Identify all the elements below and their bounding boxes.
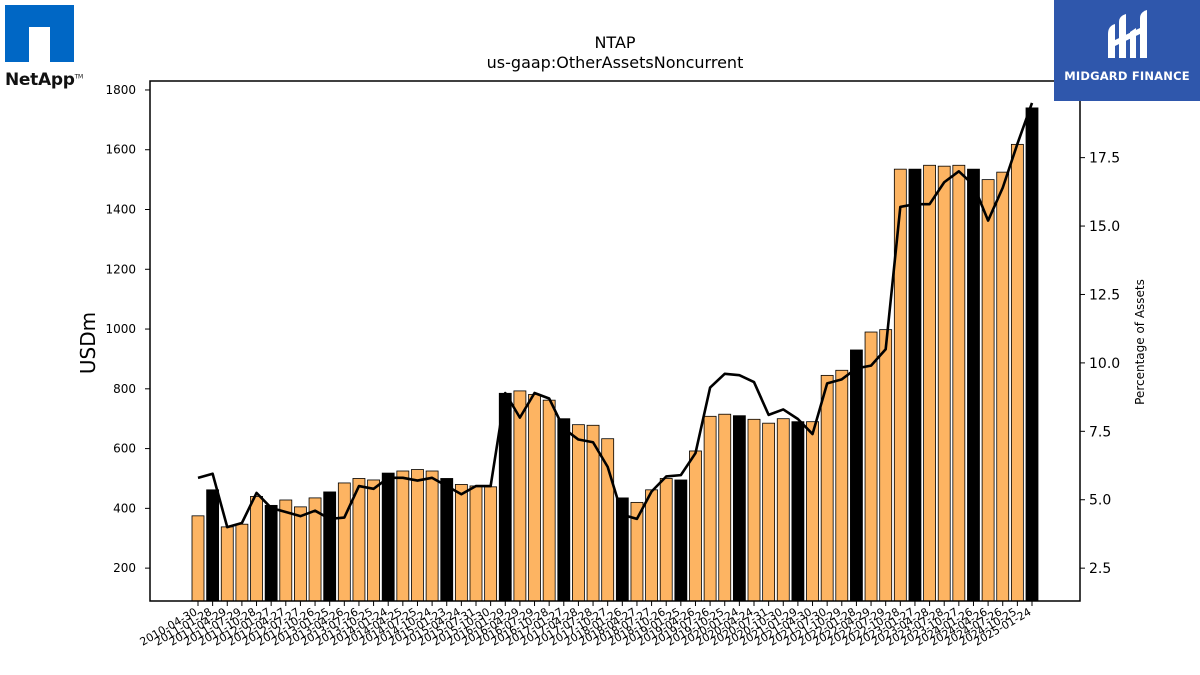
y-tick-label: 1000: [105, 322, 136, 336]
bar-1: [206, 489, 220, 602]
bar-25: [557, 418, 571, 602]
bar-24: [542, 399, 556, 602]
y-axis-ticks: 200 400 600 800 1000 1200 1400 1600 1800: [105, 83, 150, 575]
y-tick-label: 1200: [105, 262, 136, 276]
bar-47: [879, 329, 893, 602]
bar-37: [732, 415, 746, 602]
bar-55: [996, 171, 1010, 602]
chart-title: NTAP: [594, 33, 635, 52]
bar-45: [850, 349, 863, 602]
bar-39: [762, 422, 776, 602]
bar-41: [791, 421, 805, 602]
bar-54: [981, 179, 995, 602]
bar-16: [425, 470, 439, 602]
bar-17: [440, 478, 454, 602]
y2-axis-label: Percentage of Assets: [1133, 279, 1147, 405]
y2-tick-label: 15.0: [1089, 219, 1120, 235]
y2-tick-label: 12.5: [1089, 287, 1120, 303]
y-tick-label: 1600: [105, 143, 136, 157]
netapp-logo-icon: [5, 5, 74, 62]
bar-13: [381, 472, 395, 602]
y-axis-label: USDm: [76, 312, 100, 374]
bar-49: [908, 168, 922, 602]
chart-subtitle: us-gaap:OtherAssetsNoncurrent: [487, 53, 744, 72]
pct-assets-polyline: [197, 102, 1034, 529]
bar-50: [923, 164, 936, 602]
y2-tick-label: 7.5: [1089, 424, 1111, 440]
bar-34: [689, 450, 702, 602]
bar-43: [820, 374, 834, 602]
pct-assets-line: [197, 102, 1034, 529]
bar-10: [337, 482, 351, 602]
bar-48: [893, 168, 907, 602]
y2-tick-label: 5.0: [1089, 493, 1111, 509]
y2-tick-label: 17.5: [1089, 151, 1120, 167]
bar-14: [396, 470, 410, 602]
y2-axis-ticks: 2.5 5.0 7.5 10.0 12.5 15.0 17.5: [1080, 151, 1120, 577]
y2-tick-label: 10.0: [1089, 356, 1120, 372]
bar-26: [572, 424, 585, 602]
bar-35: [703, 415, 717, 602]
bar-42: [806, 421, 819, 602]
bar-53: [967, 168, 980, 602]
y-tick-label: 400: [113, 501, 136, 515]
bar-3: [235, 523, 249, 602]
bar-57: [1025, 107, 1039, 602]
bar-0: [191, 515, 205, 602]
netapp-wordmark: NetAppTM: [5, 70, 83, 90]
bar-7: [294, 506, 307, 602]
x-axis-ticks: 2010-04-302011-01-282011-04-292011-07-29…: [138, 601, 1034, 649]
plot-frame: [149, 80, 1081, 602]
bar-51: [937, 165, 951, 602]
bar-28: [601, 438, 615, 602]
bar-56: [1010, 143, 1024, 602]
bar-36: [718, 413, 732, 602]
bar-18: [454, 484, 468, 602]
bar-32: [659, 478, 673, 602]
bar-31: [645, 489, 658, 602]
bars: [191, 107, 1039, 602]
bar-23: [528, 394, 541, 602]
bar-44: [835, 369, 849, 602]
bar-52: [952, 164, 966, 602]
bar-2: [220, 526, 234, 602]
bar-5: [264, 504, 278, 602]
bar-33: [674, 479, 688, 602]
y-tick-label: 1400: [105, 203, 136, 217]
y-tick-label: 200: [113, 561, 136, 575]
bar-4: [250, 495, 263, 602]
bar-6: [279, 499, 293, 602]
bar-22: [513, 390, 527, 602]
bar-12: [367, 479, 380, 602]
midgard-logo-icon: [1108, 10, 1147, 58]
bar-46: [864, 331, 878, 602]
bar-15: [411, 469, 424, 602]
bar-9: [323, 491, 337, 602]
bar-20: [484, 486, 498, 602]
bar-40: [776, 418, 790, 602]
bar-38: [747, 418, 761, 602]
y-tick-label: 800: [113, 382, 136, 396]
midgard-logo: MIDGARD FINANCE: [1054, 0, 1200, 101]
midgard-wordmark: MIDGARD FINANCE: [1064, 69, 1190, 83]
y-tick-label: 1800: [105, 83, 136, 97]
y2-tick-label: 2.5: [1089, 561, 1111, 577]
y-tick-label: 600: [113, 442, 136, 456]
bar-19: [469, 485, 483, 602]
